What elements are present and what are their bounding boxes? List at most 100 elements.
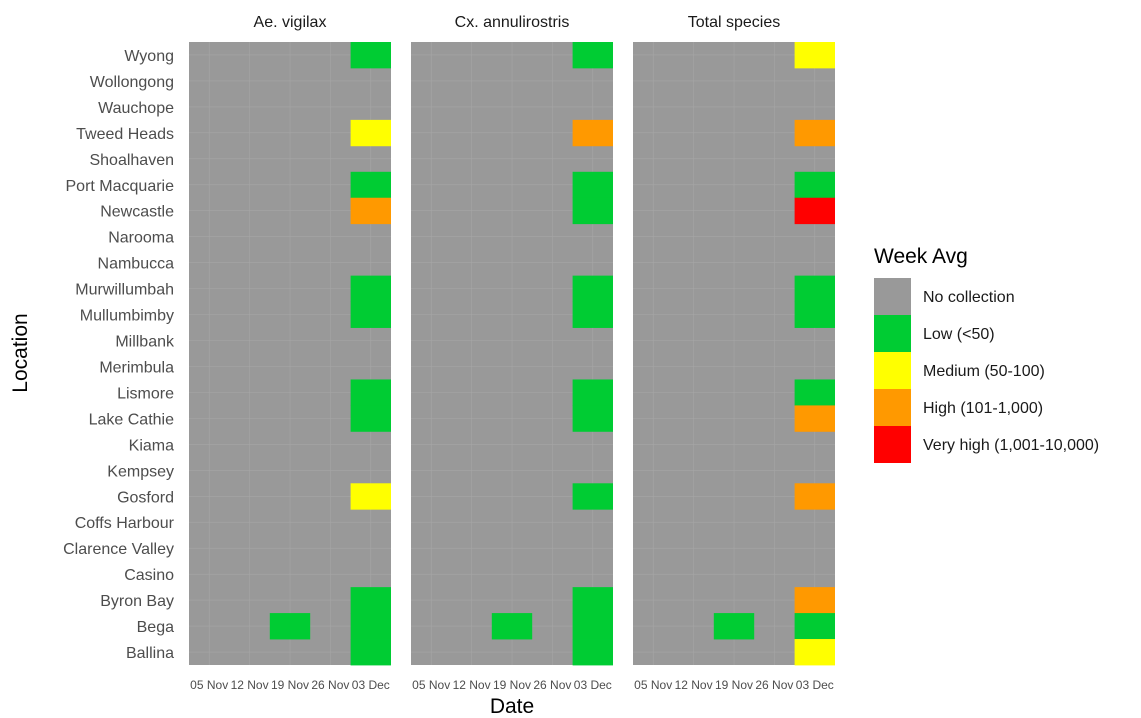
y-tick-label: Kiama bbox=[129, 437, 174, 454]
y-axis-ticks: Wyong Wollongong Wauchope Tweed Heads Shoalh… bbox=[63, 48, 175, 662]
heatmap-cell bbox=[794, 405, 835, 432]
x-tick-label: 19 Nov bbox=[271, 678, 309, 692]
legend-key bbox=[874, 278, 911, 315]
y-tick-label: Bega bbox=[137, 619, 174, 636]
y-tick-label: Merimbula bbox=[99, 359, 174, 376]
x-tick-label: 05 Nov bbox=[190, 678, 228, 692]
legend-key bbox=[874, 315, 911, 352]
y-tick-label: Nambucca bbox=[98, 256, 175, 273]
heatmap-cell bbox=[572, 613, 613, 640]
y-tick-label: Byron Bay bbox=[100, 593, 174, 610]
heatmap-cell bbox=[572, 405, 613, 432]
heatmap-cell bbox=[350, 171, 391, 199]
heatmap-cell bbox=[794, 42, 835, 69]
x-tick-label: 12 Nov bbox=[453, 678, 491, 692]
heatmap-cell bbox=[794, 119, 835, 147]
heatmap-cell bbox=[572, 483, 613, 510]
panel-title: Total species bbox=[688, 14, 781, 31]
y-tick-label: Lismore bbox=[117, 385, 174, 402]
heatmap-cell bbox=[350, 119, 391, 147]
heatmap-cell bbox=[572, 379, 613, 406]
heatmap-cell bbox=[350, 405, 391, 432]
panel-title: Ae. vigilax bbox=[254, 14, 327, 31]
heatmap-cell bbox=[350, 197, 391, 225]
legend-label: Low (<50) bbox=[923, 326, 995, 343]
panel-1: Ae. vigilax 05 Nov 12 Nov 19 Nov 26 Nov 03 De… bbox=[189, 14, 391, 692]
heatmap-cell bbox=[794, 639, 835, 666]
y-tick-label: Murwillumbah bbox=[75, 282, 174, 299]
y-tick-label: Narooma bbox=[108, 230, 174, 247]
y-tick-label: Newcastle bbox=[100, 204, 174, 221]
y-tick-label: Casino bbox=[124, 567, 174, 584]
x-tick-label: 03 Dec bbox=[352, 678, 390, 692]
heatmap-cell bbox=[350, 301, 391, 328]
panel-title: Cx. annulirostris bbox=[455, 14, 570, 31]
heatmap-cell bbox=[572, 197, 613, 225]
heatmap-cell bbox=[350, 379, 391, 406]
legend-label: No collection bbox=[923, 289, 1015, 306]
heatmap-cell bbox=[350, 42, 391, 69]
y-tick-label: Coffs Harbour bbox=[75, 515, 175, 532]
heatmap-cell bbox=[572, 119, 613, 147]
y-tick-label: Millbank bbox=[115, 334, 175, 351]
heatmap-cell bbox=[572, 587, 613, 614]
x-tick-label: 03 Dec bbox=[574, 678, 612, 692]
heatmap-cell bbox=[794, 275, 835, 302]
x-axis-title: Date bbox=[490, 695, 534, 718]
heatmap-cell bbox=[350, 613, 391, 640]
y-tick-label: Mullumbimby bbox=[80, 308, 174, 325]
heatmap-cell bbox=[350, 639, 391, 666]
legend-label: Medium (50-100) bbox=[923, 363, 1045, 380]
legend-label: High (101-1,000) bbox=[923, 400, 1043, 417]
heatmap-cell bbox=[572, 171, 613, 199]
y-tick-label: Gosford bbox=[117, 489, 174, 506]
y-tick-label: Tweed Heads bbox=[76, 126, 174, 143]
legend-key bbox=[874, 389, 911, 426]
heatmap-cell bbox=[713, 613, 755, 640]
heatmap-cell bbox=[350, 275, 391, 302]
heatmap-cell bbox=[350, 483, 391, 510]
heatmap-cell bbox=[794, 197, 835, 225]
y-tick-label: Wyong bbox=[124, 48, 174, 65]
heatmap-cell bbox=[572, 301, 613, 328]
legend: Week Avg No collection Low (<50) Medium (5… bbox=[874, 245, 1099, 463]
x-tick-label: 26 Nov bbox=[755, 678, 793, 692]
y-tick-label: Wollongong bbox=[90, 74, 174, 91]
x-tick-label: 19 Nov bbox=[493, 678, 531, 692]
legend-label: Very high (1,001-10,000) bbox=[923, 437, 1099, 454]
heatmap-cell bbox=[794, 587, 835, 614]
y-tick-label: Lake Cathie bbox=[89, 411, 174, 428]
heatmap-cell bbox=[572, 275, 613, 302]
legend-title: Week Avg bbox=[874, 245, 968, 268]
y-tick-label: Wauchope bbox=[98, 100, 174, 117]
panel-3: Total species 05 Nov 12 Nov 19 Nov 26 Nov 03 … bbox=[633, 14, 835, 692]
x-tick-label: 26 Nov bbox=[533, 678, 571, 692]
heatmap-cell bbox=[794, 301, 835, 328]
y-tick-label: Shoalhaven bbox=[89, 152, 174, 169]
heatmap-cell bbox=[794, 171, 835, 199]
y-tick-label: Kempsey bbox=[107, 463, 174, 480]
heatmap-cell bbox=[572, 639, 613, 666]
x-tick-label: 03 Dec bbox=[796, 678, 834, 692]
legend-keys: No collection Low (<50) Medium (50-100) Hig… bbox=[874, 278, 1099, 463]
x-tick-label: 05 Nov bbox=[412, 678, 450, 692]
panel-2: Cx. annulirostris 05 Nov 12 Nov 19 Nov 26 No… bbox=[411, 14, 613, 692]
y-tick-label: Clarence Valley bbox=[63, 541, 174, 558]
x-tick-label: 26 Nov bbox=[311, 678, 349, 692]
legend-key bbox=[874, 352, 911, 389]
x-tick-label: 19 Nov bbox=[715, 678, 753, 692]
heatmap-cell bbox=[794, 483, 835, 510]
y-tick-label: Port Macquarie bbox=[66, 178, 175, 195]
heatmap-cell bbox=[572, 42, 613, 69]
x-tick-label: 12 Nov bbox=[231, 678, 269, 692]
heatmap-cell bbox=[794, 379, 835, 406]
x-tick-label: 12 Nov bbox=[675, 678, 713, 692]
heatmap-cell bbox=[269, 613, 311, 640]
x-tick-label: 05 Nov bbox=[634, 678, 672, 692]
heatmap-cell bbox=[794, 613, 835, 640]
y-tick-label: Ballina bbox=[126, 645, 174, 662]
heatmap-cell bbox=[350, 587, 391, 614]
y-axis-title: Location bbox=[9, 313, 32, 392]
